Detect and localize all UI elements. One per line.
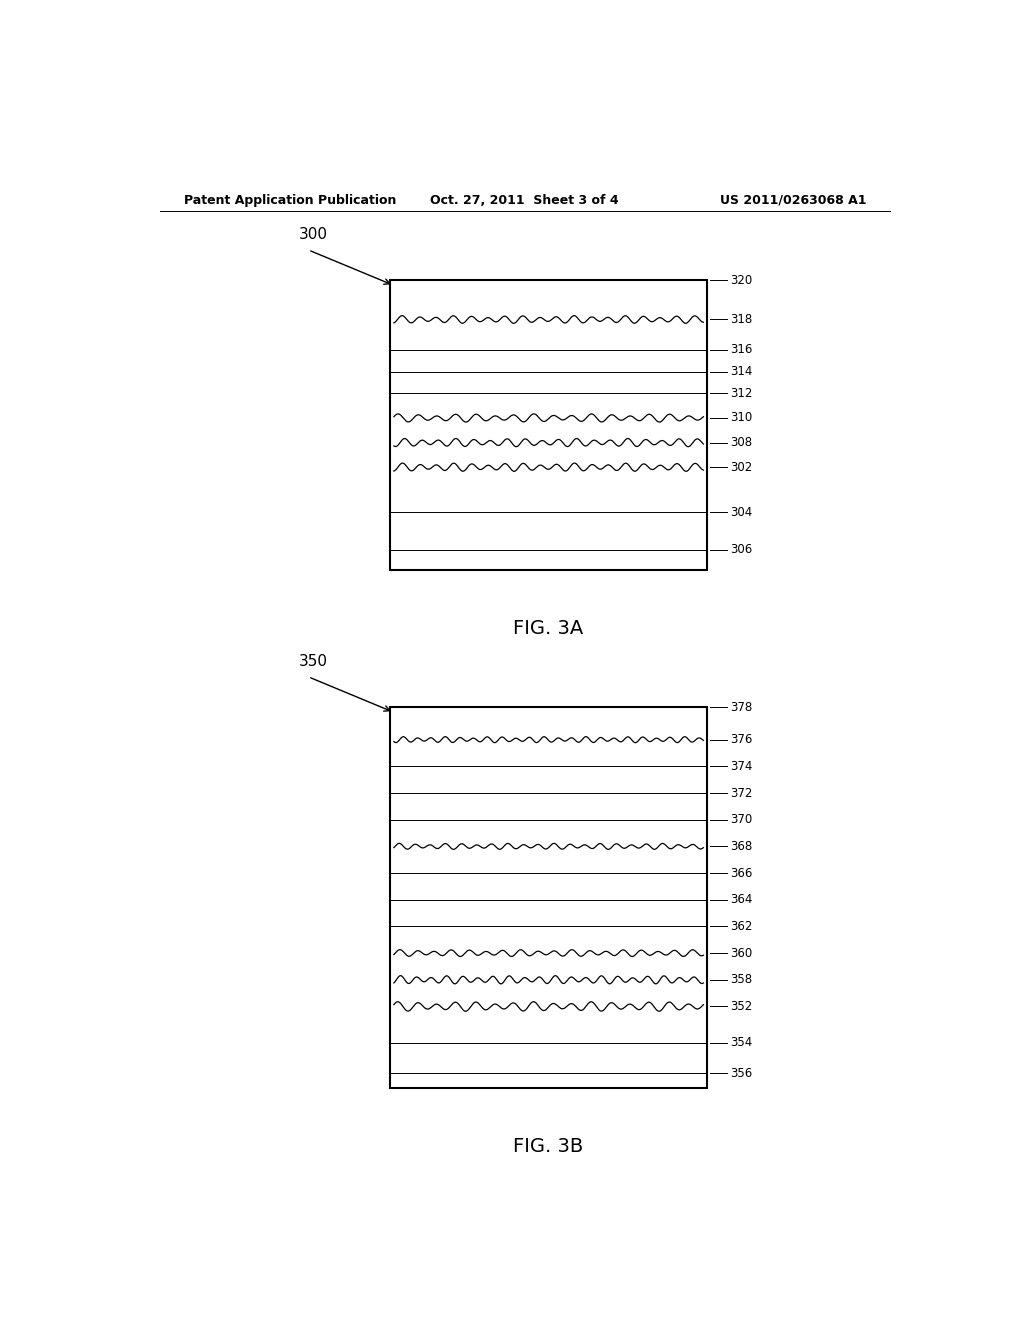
Text: 316: 316	[730, 343, 753, 356]
Text: 362: 362	[730, 920, 753, 933]
Text: 318: 318	[730, 313, 753, 326]
Text: 356: 356	[730, 1067, 753, 1080]
Text: 320: 320	[730, 273, 753, 286]
Text: 370: 370	[730, 813, 753, 826]
Text: 306: 306	[730, 544, 753, 556]
Text: 314: 314	[730, 366, 753, 378]
Text: FIG. 3A: FIG. 3A	[513, 619, 584, 638]
Text: 310: 310	[730, 412, 753, 425]
Text: Oct. 27, 2011  Sheet 3 of 4: Oct. 27, 2011 Sheet 3 of 4	[430, 194, 620, 207]
Text: 302: 302	[730, 461, 753, 474]
Text: 308: 308	[730, 436, 753, 449]
Text: 372: 372	[730, 787, 753, 800]
Bar	[390, 280, 708, 570]
Text: Patent Application Publication: Patent Application Publication	[183, 194, 396, 207]
Text: 360: 360	[730, 946, 753, 960]
Text: 378: 378	[730, 701, 753, 714]
Text: 300: 300	[299, 227, 328, 242]
Text: 350: 350	[299, 653, 328, 669]
Text: 366: 366	[730, 866, 753, 879]
Text: 304: 304	[730, 506, 753, 519]
Text: 376: 376	[730, 733, 753, 746]
Text: US 2011/0263068 A1: US 2011/0263068 A1	[720, 194, 866, 207]
Text: 368: 368	[730, 840, 753, 853]
Text: 364: 364	[730, 894, 753, 907]
Text: FIG. 3B: FIG. 3B	[513, 1138, 584, 1156]
Bar	[390, 708, 708, 1089]
Text: 312: 312	[730, 387, 753, 400]
Text: 358: 358	[730, 973, 753, 986]
Text: 354: 354	[730, 1036, 753, 1049]
Text: 352: 352	[730, 1001, 753, 1012]
Text: 374: 374	[730, 760, 753, 772]
